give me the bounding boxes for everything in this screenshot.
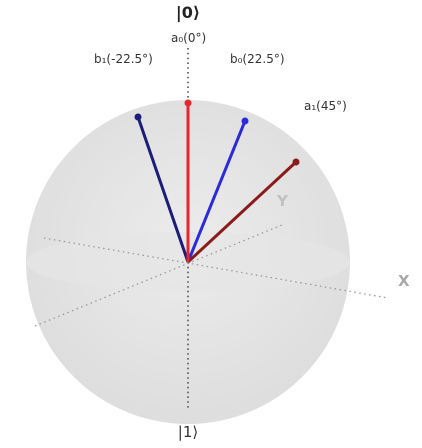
y-axis-label: Y — [276, 192, 289, 210]
vector-b0-label: b₀(22.5°) — [230, 52, 285, 66]
vector-b1 — [134, 113, 190, 263]
ket-zero-label: |0⟩ — [176, 3, 200, 23]
vector-a1 — [186, 158, 300, 264]
vector-a1-label: a₁(45°) — [304, 99, 347, 113]
vector-a0-label: a₀(0°) — [171, 31, 206, 45]
x-axis-label: X — [398, 272, 410, 290]
ket-one-label: |1⟩ — [178, 423, 198, 441]
vector-b1-label: b₁(-22.5°) — [94, 52, 153, 66]
x-axis — [43, 237, 389, 299]
vector-b0 — [186, 117, 249, 263]
vector-a0 — [184, 99, 192, 262]
